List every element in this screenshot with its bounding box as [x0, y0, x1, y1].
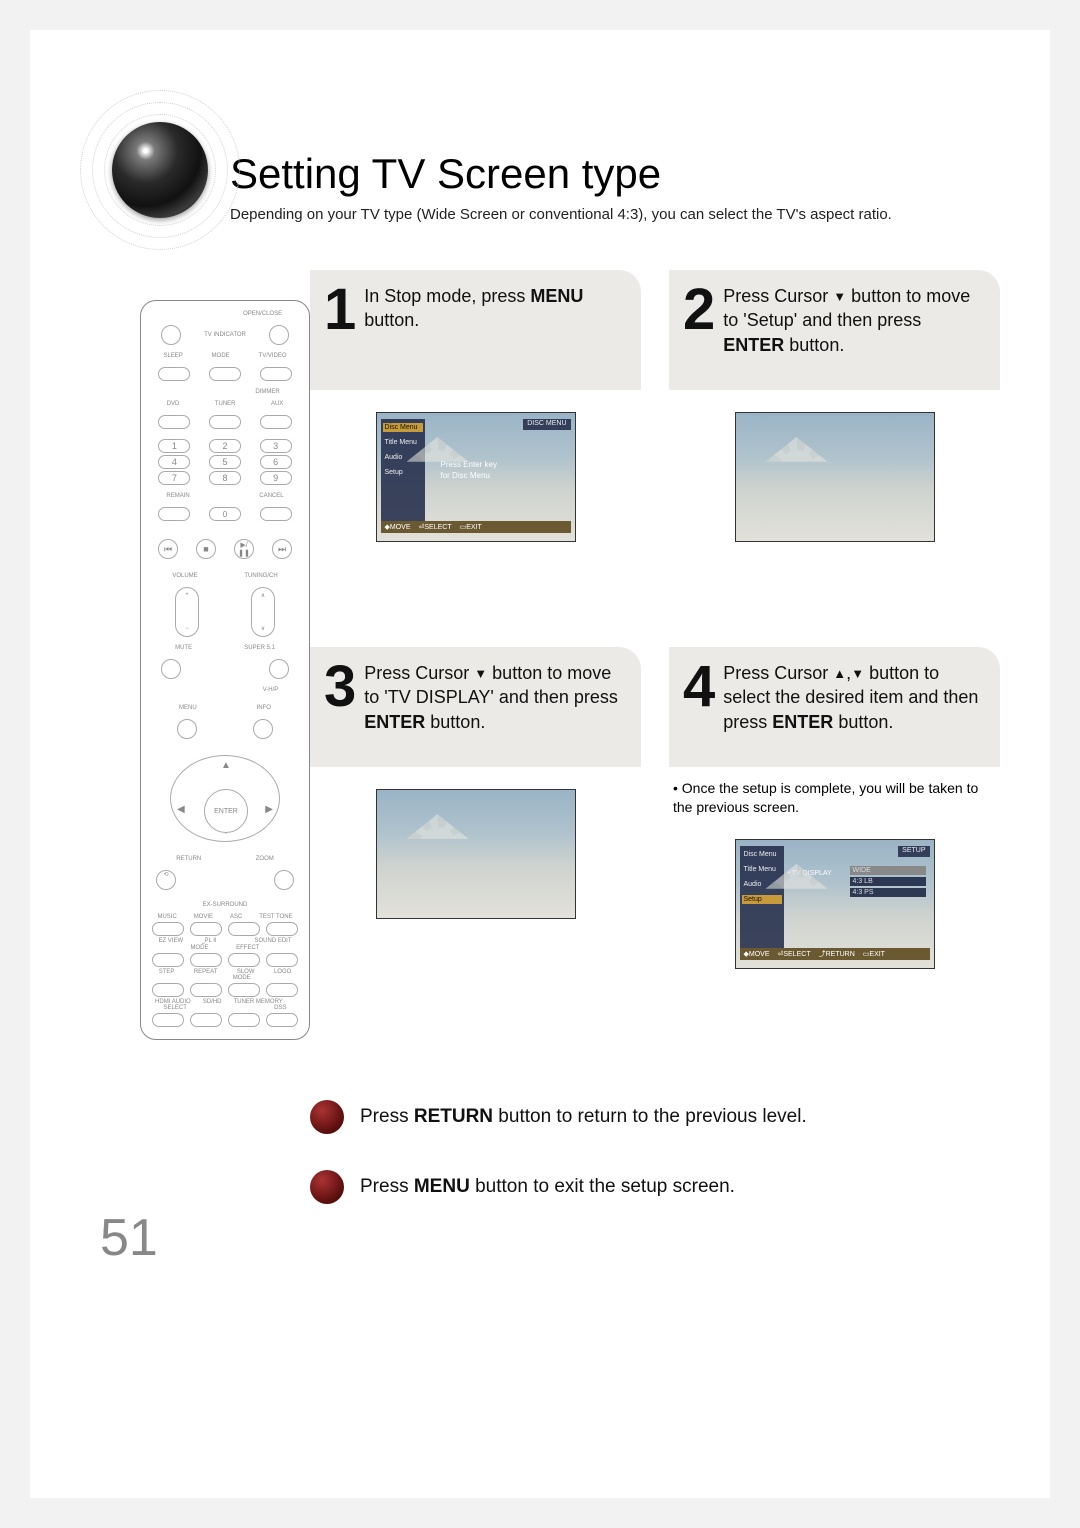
numpad-5: 5	[209, 455, 241, 469]
page-number: 51	[100, 1208, 158, 1268]
numpad-7: 7	[158, 471, 190, 485]
step-text: Press Cursor ▼ button to move to 'Setup'…	[723, 284, 986, 357]
main-row: OPEN/CLOSE TV INDICATOR SLEEP MODE TV/VI…	[80, 270, 1000, 1040]
step-2: 2Press Cursor ▼ button to move to 'Setup…	[669, 270, 1000, 613]
power-icon	[161, 325, 181, 345]
numpad-4: 4	[158, 455, 190, 469]
tv-screenshot: Disc MenuTitle MenuAudioSetupDISC MENUPr…	[376, 412, 576, 542]
open-close-icon	[269, 325, 289, 345]
tip-bullet-icon	[310, 1100, 344, 1134]
numpad-9: 9	[260, 471, 292, 485]
step-note: • Once the setup is complete, you will b…	[673, 779, 996, 817]
step-4: 4Press Cursor ▲,▼ button to select the d…	[669, 647, 1000, 1040]
step-text: Press Cursor ▲,▼ button to select the de…	[723, 661, 986, 734]
step-number: 3	[324, 661, 356, 713]
manual-page: Setting TV Screen type Depending on your…	[30, 30, 1050, 1498]
tip-bullet-icon	[310, 1170, 344, 1204]
speaker-icon	[80, 90, 240, 250]
step-1: 1In Stop mode, press MENU button. Disc Me…	[310, 270, 641, 613]
tip-text: Press RETURN button to return to the pre…	[360, 1106, 807, 1128]
step-text: Press Cursor ▼ button to move to 'TV DIS…	[364, 661, 627, 734]
page-subtitle: Depending on your TV type (Wide Screen o…	[230, 206, 1000, 223]
tv-screenshot	[735, 412, 935, 542]
tip-row: Press RETURN button to return to the pre…	[310, 1100, 1000, 1134]
numpad-1: 1	[158, 439, 190, 453]
return-icon: ⟲	[156, 870, 176, 890]
step-text: In Stop mode, press MENU button.	[364, 284, 627, 333]
step-number: 1	[324, 284, 356, 336]
numpad-2: 2	[209, 439, 241, 453]
nav-pad: ▲ ▼ ◀ ▶ ENTER	[170, 755, 280, 842]
step-number: 4	[683, 661, 715, 713]
page-title: Setting TV Screen type	[230, 150, 1000, 198]
header: Setting TV Screen type Depending on your…	[80, 110, 1000, 250]
tip-row: Press MENU button to exit the setup scre…	[310, 1170, 1000, 1204]
tv-screenshot: Disc MenuTitle MenuAudioSetupSETUP• TV D…	[735, 839, 935, 969]
numpad-6: 6	[260, 455, 292, 469]
steps-grid: 1In Stop mode, press MENU button. Disc Me…	[310, 270, 1000, 1040]
remote-column: OPEN/CLOSE TV INDICATOR SLEEP MODE TV/VI…	[80, 270, 310, 1040]
numpad-3: 3	[260, 439, 292, 453]
remote-illustration: OPEN/CLOSE TV INDICATOR SLEEP MODE TV/VI…	[140, 300, 310, 1040]
tv-screenshot	[376, 789, 576, 919]
step-3: 3Press Cursor ▼ button to move to 'TV DI…	[310, 647, 641, 1040]
numpad-8: 8	[209, 471, 241, 485]
tip-text: Press MENU button to exit the setup scre…	[360, 1176, 735, 1198]
step-number: 2	[683, 284, 715, 336]
